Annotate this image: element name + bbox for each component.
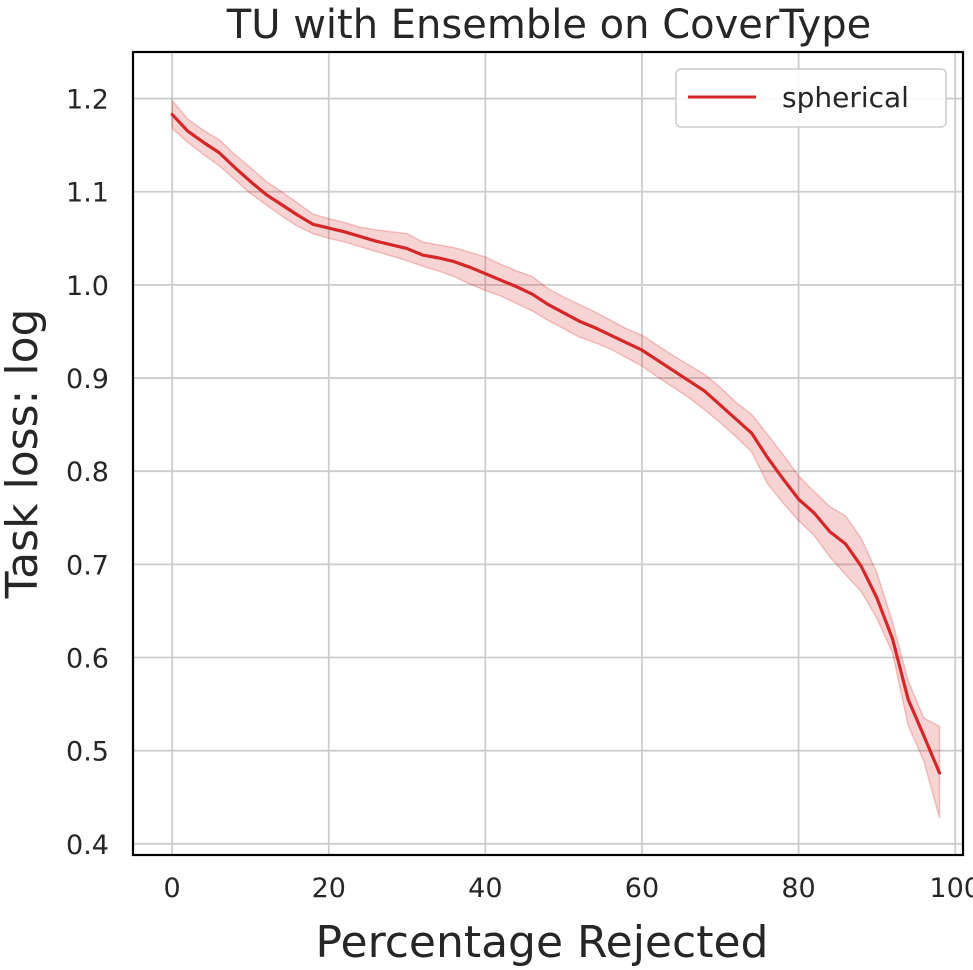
tick-labels: 0 20 40 60 80 100 0.4 0.5 0.6 0.7 0.8 0.9 1.0 1.1 1.2 [66,85,973,904]
y-tick-label: 0.8 [66,457,109,488]
y-tick-label: 0.9 [66,364,109,395]
y-axis-label: Task loss: log [0,309,48,600]
legend-box [675,68,947,128]
series-lines [170,112,942,775]
y-tick-label: 1.2 [66,85,109,116]
y-tick-label: 0.4 [66,830,109,861]
x-tick-label: 100 [929,873,973,904]
y-tick-label: 0.7 [66,550,109,581]
legend-label-spherical: spherical [782,81,909,114]
y-tick-label: 1.0 [66,271,109,302]
confidence-bands [171,98,941,818]
plot-frame [131,50,965,857]
x-tick-label: 60 [625,873,659,904]
grid-lines [133,52,963,855]
series-line-spherical [170,112,942,775]
x-tick-label: 80 [781,873,815,904]
legend: spherical [675,68,947,128]
y-tick-label: 0.6 [66,644,109,675]
x-tick-label: 40 [468,873,502,904]
y-tick-label: 0.5 [66,737,109,768]
y-tick-label: 1.1 [66,178,109,209]
x-axis-label: Percentage Rejected [316,917,769,966]
chart-title: TU with Ensemble on CoverType [226,2,871,48]
confidence-band-spherical [171,98,941,818]
x-tick-label: 20 [312,873,346,904]
x-tick-label: 0 [164,873,181,904]
